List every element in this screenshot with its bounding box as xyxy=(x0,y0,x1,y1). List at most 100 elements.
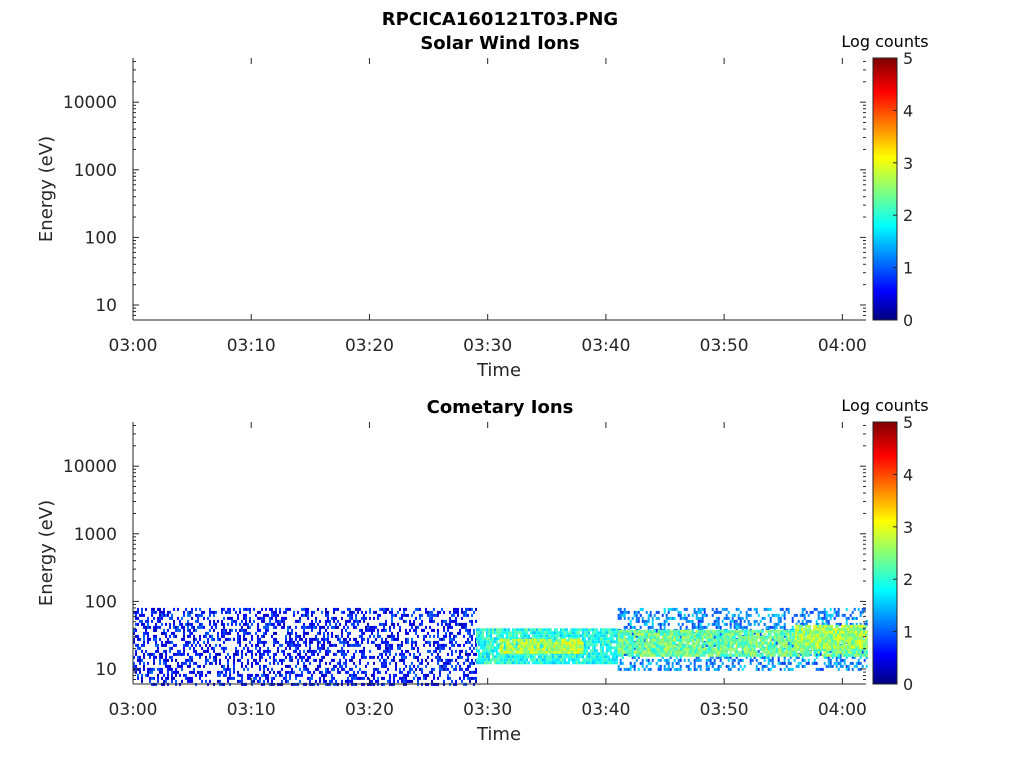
heatmap-cell xyxy=(469,607,471,611)
heatmap-cell xyxy=(675,655,678,659)
heatmap-cell xyxy=(815,647,818,651)
heatmap-cell xyxy=(449,610,451,614)
heatmap-cell xyxy=(505,655,508,659)
heatmap-cell xyxy=(179,628,181,632)
heatmap-cell xyxy=(627,632,630,636)
heatmap-cell xyxy=(467,613,469,617)
heatmap-cell xyxy=(551,644,554,648)
heatmap-cell xyxy=(761,650,764,654)
heatmap-cell xyxy=(749,635,752,639)
heatmap-cell xyxy=(523,631,526,635)
heatmap-cell xyxy=(307,607,309,611)
heatmap-cell xyxy=(349,610,351,614)
heatmap-cell xyxy=(819,616,822,620)
heatmap-cell xyxy=(643,635,646,639)
heatmap-cell xyxy=(393,655,395,659)
heatmap-cell xyxy=(719,610,722,614)
heatmap-cell xyxy=(661,655,664,659)
heatmap-cell xyxy=(675,644,678,648)
heatmap-cell xyxy=(711,655,714,659)
heatmap-cell xyxy=(685,625,688,629)
heatmap-cell xyxy=(339,661,341,665)
heatmap-cell xyxy=(639,641,642,645)
heatmap-cell xyxy=(711,635,714,639)
heatmap-cell xyxy=(277,640,279,644)
heatmap-cell xyxy=(465,649,467,653)
heatmap-cell xyxy=(535,658,538,662)
heatmap-cell xyxy=(177,652,179,656)
heatmap-cell xyxy=(717,632,720,636)
heatmap-cell xyxy=(181,652,183,656)
heatmap-cell xyxy=(373,667,375,671)
heatmap-cell xyxy=(251,637,253,641)
heatmap-cell xyxy=(565,638,568,642)
heatmap-cell xyxy=(675,650,678,654)
heatmap-cell xyxy=(405,631,407,635)
heatmap-cell xyxy=(739,622,742,626)
heatmap-cell xyxy=(655,647,658,651)
heatmap-cell xyxy=(727,644,730,648)
heatmap-cell xyxy=(769,632,772,636)
heatmap-cell xyxy=(589,643,592,647)
heatmap-cell xyxy=(449,631,451,635)
heatmap-cell xyxy=(681,622,684,626)
heatmap-cell xyxy=(553,641,556,645)
heatmap-cell xyxy=(145,631,147,635)
heatmap-cell xyxy=(287,607,289,611)
heatmap-cell xyxy=(605,652,608,656)
heatmap-cell xyxy=(615,628,618,632)
heatmap-cell xyxy=(321,655,323,659)
heatmap-cell xyxy=(511,650,514,654)
heatmap-cell xyxy=(739,650,742,654)
heatmap-cell xyxy=(677,635,680,639)
heatmap-cell xyxy=(815,661,818,665)
heatmap-cell xyxy=(563,628,566,632)
heatmap-cell xyxy=(349,679,351,683)
heatmap-cell xyxy=(369,616,371,620)
heatmap-cell xyxy=(803,664,806,668)
heatmap-cell xyxy=(659,650,662,654)
heatmap-cell xyxy=(425,673,427,677)
heatmap-cell xyxy=(189,664,191,668)
heatmap-cell xyxy=(757,653,760,657)
heatmap-cell xyxy=(775,632,778,636)
heatmap-cell xyxy=(203,640,205,644)
heatmap-cell xyxy=(601,634,604,638)
heatmap-cell xyxy=(527,647,530,651)
heatmap-cell xyxy=(653,613,656,617)
heatmap-cell xyxy=(219,643,221,647)
heatmap-cell xyxy=(255,646,257,650)
heatmap-cell xyxy=(167,610,169,614)
heatmap-cell xyxy=(565,655,568,659)
heatmap-cell xyxy=(845,664,848,668)
heatmap-cell xyxy=(431,628,433,632)
heatmap-cell xyxy=(455,667,457,671)
heatmap-cell xyxy=(731,632,734,636)
heatmap-cell xyxy=(715,622,718,626)
heatmap-cell xyxy=(659,653,662,657)
heatmap-cell xyxy=(705,641,708,645)
heatmap-cell xyxy=(693,658,696,662)
heatmap-cell xyxy=(753,644,756,648)
heatmap-cell xyxy=(365,664,367,668)
heatmap-cell xyxy=(165,655,167,659)
heatmap-cell xyxy=(557,655,560,659)
heatmap-cell xyxy=(149,637,151,641)
heatmap-cell xyxy=(617,641,620,645)
heatmap-cell xyxy=(431,610,433,614)
heatmap-cell xyxy=(637,641,640,645)
heatmap-cell xyxy=(673,638,676,642)
heatmap-cell xyxy=(503,628,506,632)
heatmap-cell xyxy=(499,628,502,632)
heatmap-cell xyxy=(341,646,343,650)
heatmap-cell xyxy=(135,622,137,626)
heatmap-cell xyxy=(433,628,435,632)
heatmap-cell xyxy=(557,650,560,654)
heatmap-cell xyxy=(465,613,467,617)
heatmap-cell xyxy=(683,635,686,639)
heatmap-cell xyxy=(183,643,185,647)
heatmap-cell xyxy=(439,658,441,662)
heatmap-cell xyxy=(729,644,732,648)
heatmap-cell xyxy=(599,649,602,653)
heatmap-cell xyxy=(709,650,712,654)
